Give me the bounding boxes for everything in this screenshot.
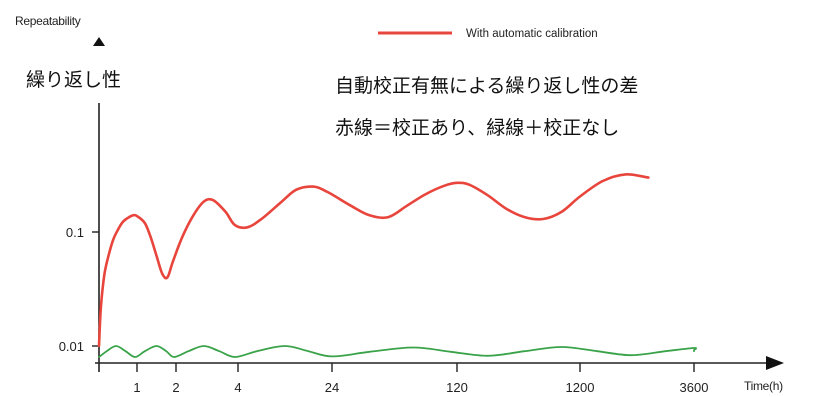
y-tick-label: 0.01 bbox=[59, 339, 84, 354]
x-tick-label: 24 bbox=[325, 380, 339, 395]
x-tick-label: 4 bbox=[234, 380, 241, 395]
legend: With automatic calibration bbox=[378, 28, 598, 40]
series-line-green bbox=[98, 345, 698, 358]
x-ticks: 1 2 4 24 120 1200 3600 bbox=[133, 363, 708, 395]
left-label: 繰り返し性 bbox=[26, 69, 121, 91]
annotation-title-line-1: 自動校正有無による繰り返し性の差 bbox=[335, 75, 638, 97]
x-tick-label: 120 bbox=[446, 380, 468, 395]
x-tick-label: 1 bbox=[133, 380, 140, 395]
x-axis-title: Time(h) bbox=[744, 379, 783, 393]
legend-label: With automatic calibration bbox=[466, 28, 598, 40]
annotation-title-line-2: 赤線＝校正あり、緑線＋校正なし bbox=[335, 117, 619, 139]
y-axis-title: Repeatability bbox=[15, 14, 81, 28]
y-axis-arrow-icon bbox=[93, 37, 105, 46]
x-tick-label: 2 bbox=[172, 380, 179, 395]
x-tick-label: 3600 bbox=[680, 380, 709, 395]
series-line-red bbox=[97, 173, 650, 348]
series-layer bbox=[97, 173, 698, 358]
x-tick-label: 1200 bbox=[566, 380, 595, 395]
x-axis-arrow-icon bbox=[766, 356, 784, 370]
y-ticks: 0.1 0.01 bbox=[59, 225, 99, 354]
y-tick-label: 0.1 bbox=[66, 225, 84, 240]
